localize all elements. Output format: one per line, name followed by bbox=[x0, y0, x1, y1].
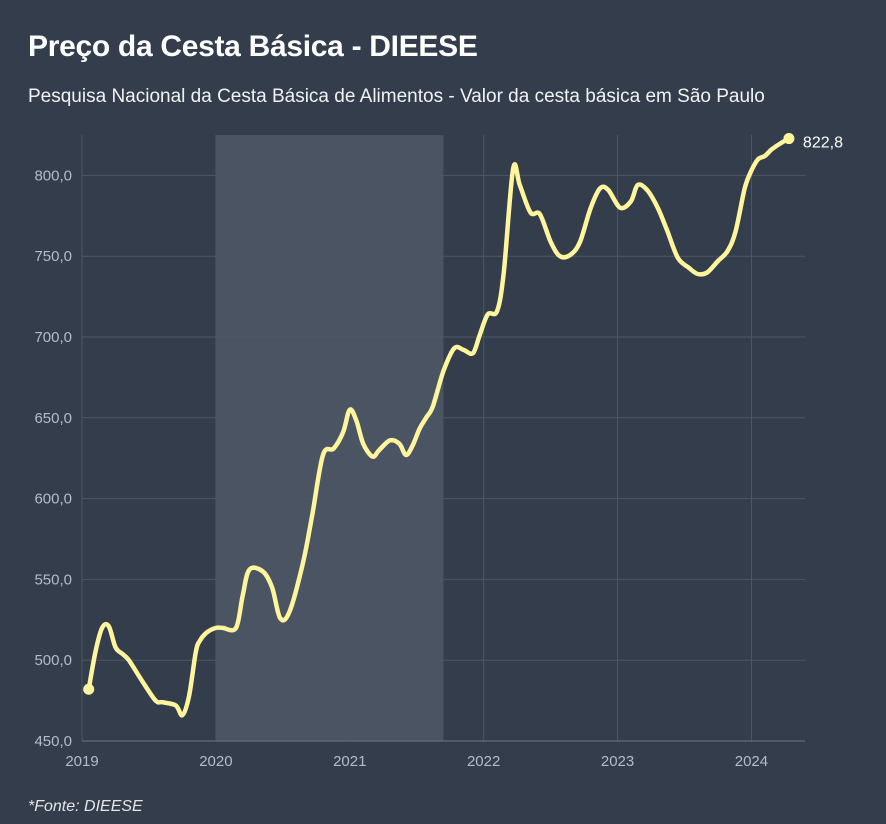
x-tick-label: 2019 bbox=[65, 753, 98, 770]
source-note: *Fonte: DIEESE bbox=[28, 798, 143, 815]
start-point-marker bbox=[83, 683, 95, 695]
shaded-period bbox=[215, 135, 444, 741]
x-tick-label: 2023 bbox=[601, 753, 634, 770]
y-tick-label: 450,0 bbox=[34, 733, 72, 750]
x-tick-label: 2020 bbox=[199, 753, 232, 770]
line-chart: 450,0 500,0 550,0 600,0 650,0 700,0 750,0 800,0… bbox=[34, 133, 843, 770]
y-tick-label: 650,0 bbox=[34, 410, 72, 427]
y-tick-label: 800,0 bbox=[34, 167, 72, 184]
y-tick-label: 750,0 bbox=[34, 248, 72, 265]
y-axis: 450,0 500,0 550,0 600,0 650,0 700,0 750,0 800,0 bbox=[34, 167, 72, 750]
x-tick-label: 2024 bbox=[735, 753, 768, 770]
y-tick-label: 500,0 bbox=[34, 652, 72, 669]
x-tick-label: 2021 bbox=[333, 753, 366, 770]
end-point-marker bbox=[783, 133, 795, 145]
y-tick-label: 550,0 bbox=[34, 571, 72, 588]
last-value-label: 822,8 bbox=[803, 135, 843, 152]
y-tick-label: 600,0 bbox=[34, 491, 72, 508]
series-line bbox=[86, 136, 792, 718]
chart-title: Preço da Cesta Básica - DIEESE bbox=[28, 30, 478, 63]
x-axis: 2019 2020 2021 2022 2023 2024 bbox=[65, 740, 805, 770]
chart-subtitle: Pesquisa Nacional da Cesta Básica de Ali… bbox=[28, 86, 765, 107]
x-tick-label: 2022 bbox=[467, 753, 500, 770]
y-tick-label: 700,0 bbox=[34, 329, 72, 346]
